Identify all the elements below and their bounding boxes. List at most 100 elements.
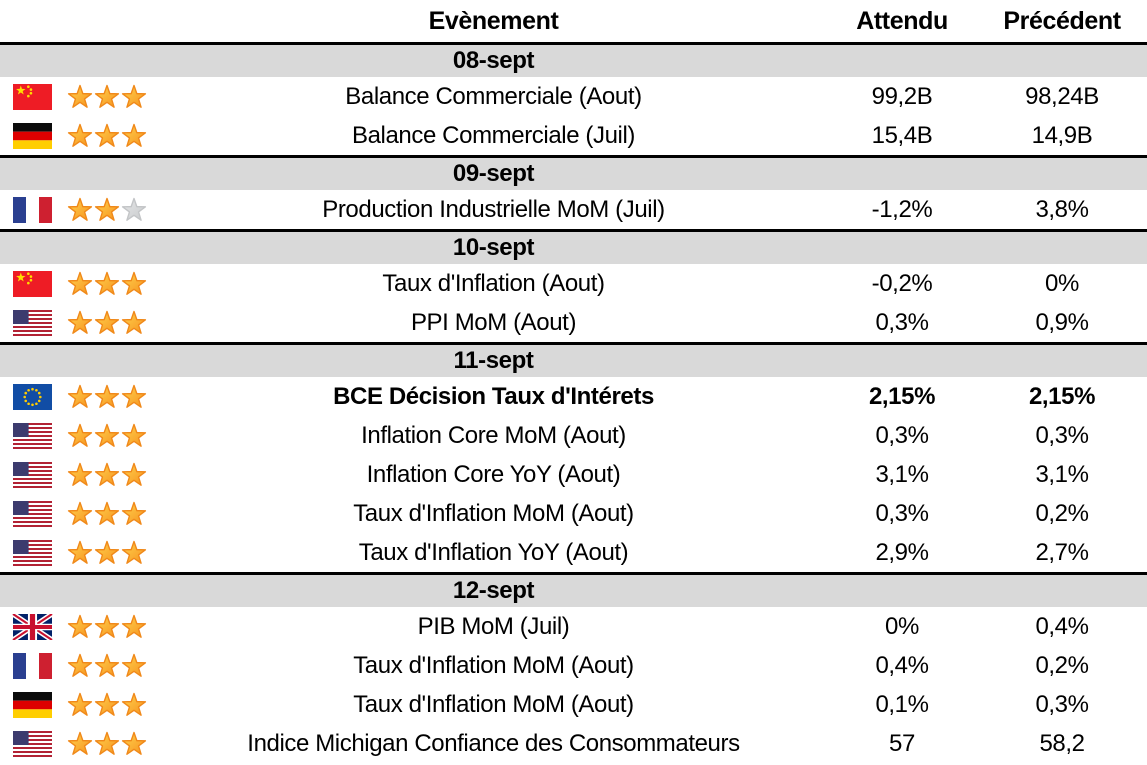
star-filled-icon (94, 271, 120, 296)
date-label: 11-sept (453, 347, 534, 374)
expected-value: 3,1% (875, 460, 929, 488)
importance-rating (64, 462, 160, 487)
star-filled-icon (67, 614, 93, 639)
country-flag-cell (0, 123, 64, 149)
date-label: 08-sept (452, 47, 535, 74)
country-flag-cell (0, 271, 64, 297)
star-filled-icon (94, 692, 120, 717)
star-filled-icon (67, 501, 93, 526)
usa-flag-icon (12, 540, 53, 566)
star-filled-icon (121, 271, 147, 296)
column-header-expected: Attendu (856, 6, 948, 35)
date-header: 11-sept (0, 345, 1147, 377)
star-filled-icon (121, 653, 147, 678)
star-filled-icon (67, 540, 93, 565)
expected-value: 2,9% (875, 538, 929, 566)
previous-value: 3,1% (1035, 460, 1089, 488)
event-name: Production Industrielle MoM (Juil) (322, 195, 665, 223)
star-filled-icon (67, 271, 93, 296)
china-flag-icon (12, 84, 53, 110)
table-row: Taux d'Inflation MoM (Aout) 0,3% 0,2% (0, 494, 1147, 533)
usa-flag-icon (12, 462, 53, 488)
star-filled-icon (67, 653, 93, 678)
star-filled-icon (121, 384, 147, 409)
event-name: Balance Commerciale (Juil) (351, 121, 636, 149)
table-row: Taux d'Inflation (Aout) -0,2% 0% (0, 264, 1147, 303)
star-filled-icon (94, 384, 120, 409)
expected-value: 15,4B (871, 121, 933, 149)
eu-flag-icon (12, 384, 53, 410)
star-filled-icon (121, 462, 147, 487)
previous-value: 0,2% (1035, 499, 1089, 527)
country-flag-cell (0, 731, 64, 757)
calendar-day-section: 12-sept PIB MoM (Juil) 0% 0,4% Taux d'In… (0, 572, 1147, 763)
expected-value: 0,1% (875, 690, 929, 718)
importance-rating (64, 540, 160, 565)
table-row: Indice Michigan Confiance des Consommate… (0, 724, 1147, 763)
previous-value: 0,3% (1035, 690, 1089, 718)
france-flag-icon (12, 653, 53, 679)
star-filled-icon (121, 123, 147, 148)
importance-rating (64, 731, 160, 756)
date-header: 08-sept (0, 45, 1147, 77)
country-flag-cell (0, 653, 64, 679)
previous-value: 2,15% (1028, 382, 1096, 410)
event-name: PIB MoM (Juil) (417, 612, 570, 640)
column-header-previous: Précédent (1003, 6, 1121, 35)
star-filled-icon (67, 384, 93, 409)
expected-value: 2,15% (868, 382, 936, 410)
table-row: Taux d'Inflation YoY (Aout) 2,9% 2,7% (0, 533, 1147, 572)
event-name: Taux d'Inflation MoM (Aout) (353, 499, 634, 527)
star-filled-icon (94, 540, 120, 565)
star-filled-icon (121, 540, 147, 565)
previous-value: 2,7% (1035, 538, 1089, 566)
star-filled-icon (94, 310, 120, 335)
calendar-day-section: 08-sept Balance Commerciale (Aout) 99,2B… (0, 42, 1147, 155)
expected-value: 0,3% (875, 308, 929, 336)
calendar-day-section: 10-sept Taux d'Inflation (Aout) -0,2% 0%… (0, 229, 1147, 342)
expected-value: -0,2% (871, 269, 933, 297)
calendar-day-section: 09-sept Production Industrielle MoM (Jui… (0, 155, 1147, 229)
country-flag-cell (0, 501, 64, 527)
star-filled-icon (121, 423, 147, 448)
country-flag-cell (0, 310, 64, 336)
date-label: 09-sept (452, 160, 535, 187)
event-name: Taux d'Inflation MoM (Aout) (353, 690, 634, 718)
date-header: 09-sept (0, 158, 1147, 190)
previous-value: 0,3% (1035, 421, 1089, 449)
star-filled-icon (94, 84, 120, 109)
star-filled-icon (94, 653, 120, 678)
event-name: PPI MoM (Aout) (410, 308, 577, 336)
importance-rating (64, 614, 160, 639)
event-name: Taux d'Inflation YoY (Aout) (358, 538, 629, 566)
germany-flag-icon (12, 123, 53, 149)
event-name: Taux d'Inflation (Aout) (382, 269, 605, 297)
star-filled-icon (67, 462, 93, 487)
star-filled-icon (121, 501, 147, 526)
expected-value: 99,2B (871, 82, 933, 110)
country-flag-cell (0, 540, 64, 566)
star-filled-icon (121, 692, 147, 717)
event-name: Inflation Core YoY (Aout) (366, 460, 621, 488)
expected-value: 0,4% (875, 651, 929, 679)
previous-value: 58,2 (1039, 729, 1085, 757)
table-row: Taux d'Inflation MoM (Aout) 0,1% 0,3% (0, 685, 1147, 724)
star-filled-icon (94, 123, 120, 148)
importance-rating (64, 501, 160, 526)
germany-flag-icon (12, 692, 53, 718)
star-filled-icon (121, 614, 147, 639)
event-name: Inflation Core MoM (Aout) (361, 421, 626, 449)
column-header-event: Evènement (428, 6, 559, 35)
table-header: Evènement Attendu Précédent (0, 0, 1147, 42)
country-flag-cell (0, 692, 64, 718)
star-filled-icon (94, 614, 120, 639)
star-filled-icon (67, 692, 93, 717)
event-name: Indice Michigan Confiance des Consommate… (247, 729, 740, 757)
uk-flag-icon (12, 614, 53, 640)
star-filled-icon (67, 197, 93, 222)
importance-rating (64, 653, 160, 678)
star-filled-icon (67, 123, 93, 148)
usa-flag-icon (12, 501, 53, 527)
previous-value: 98,24B (1025, 82, 1099, 110)
